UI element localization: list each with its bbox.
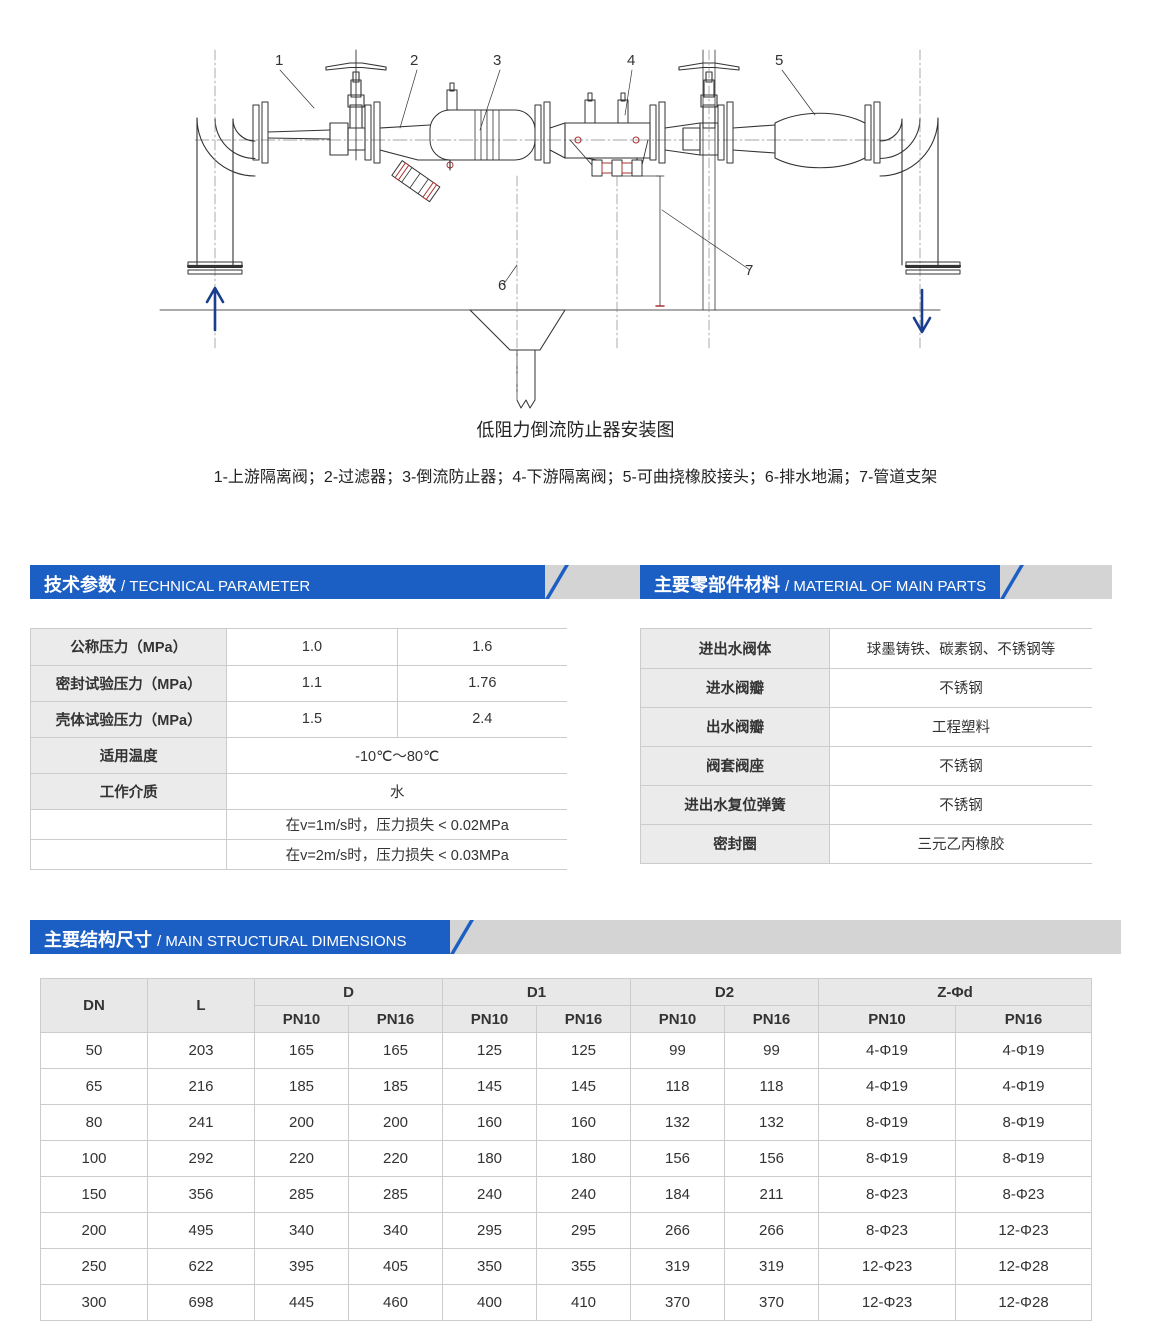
svg-text:4: 4	[627, 52, 635, 69]
svg-text:2: 2	[410, 52, 418, 69]
svg-text:5: 5	[775, 52, 783, 69]
svg-text:7: 7	[745, 262, 753, 279]
svg-text:1: 1	[275, 52, 283, 69]
svg-text:6: 6	[498, 277, 506, 294]
svg-text:3: 3	[493, 52, 501, 69]
